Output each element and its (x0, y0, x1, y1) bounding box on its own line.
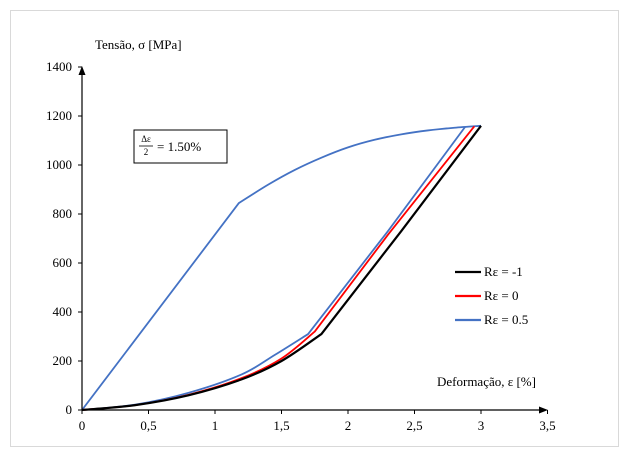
axes-layer (78, 66, 548, 414)
annotation-frame (133, 129, 228, 164)
legend-item: Rε = -1 (455, 264, 523, 279)
x-tick-label: 3,5 (539, 418, 555, 433)
y-tick-label: 1200 (46, 108, 72, 123)
legend-label: Rε = 0 (484, 288, 518, 303)
ticks-layer: 0 0,5 1 1,5 2 2,5 3 3,5 0 200 400 600 800 1000 1200 140… (46, 59, 556, 433)
y-tick-label: 600 (53, 255, 73, 270)
legend: Rε = -1 Rε = 0 Rε = 0.5 (455, 264, 528, 327)
x-tick-label: 2,5 (406, 418, 422, 433)
legend-item: Rε = 0 (455, 288, 518, 303)
x-tick-label: 0 (79, 418, 86, 433)
y-tick-label: 800 (53, 206, 73, 221)
series-line (81, 126, 466, 411)
annotation-value: = 1.50% (157, 139, 201, 154)
y-tick-label: 0 (66, 402, 73, 417)
x-tick-label: 1 (212, 418, 219, 433)
annotation-denominator: 2 (144, 147, 149, 157)
loading-curve (81, 124, 482, 411)
series-line (81, 125, 476, 411)
chart-frame (10, 10, 619, 447)
y-tick-label: 1000 (46, 157, 72, 172)
x-axis-label: Deformação, ε [%] (437, 374, 536, 389)
series-line (81, 125, 482, 412)
legend-label: Rε = -1 (484, 264, 523, 279)
x-tick-label: 0,5 (140, 418, 156, 433)
y-axis-label: Tensão, σ [MPa] (95, 37, 182, 52)
y-axis-arrow (78, 66, 86, 75)
y-tick-label: 400 (53, 304, 73, 319)
x-tick-label: 2 (345, 418, 352, 433)
y-tick-label: 200 (53, 353, 73, 368)
legend-label: Rε = 0.5 (484, 312, 528, 327)
y-tick-label: 1400 (46, 59, 72, 74)
annotation-box: Δε 2 = 1.50% (133, 129, 228, 164)
x-axis-arrow (539, 406, 548, 414)
annotation-numerator: Δε (141, 134, 151, 144)
x-tick-label: 1,5 (273, 418, 289, 433)
series-layer (81, 124, 482, 412)
legend-item: Rε = 0.5 (455, 312, 528, 327)
x-tick-label: 3 (478, 418, 485, 433)
